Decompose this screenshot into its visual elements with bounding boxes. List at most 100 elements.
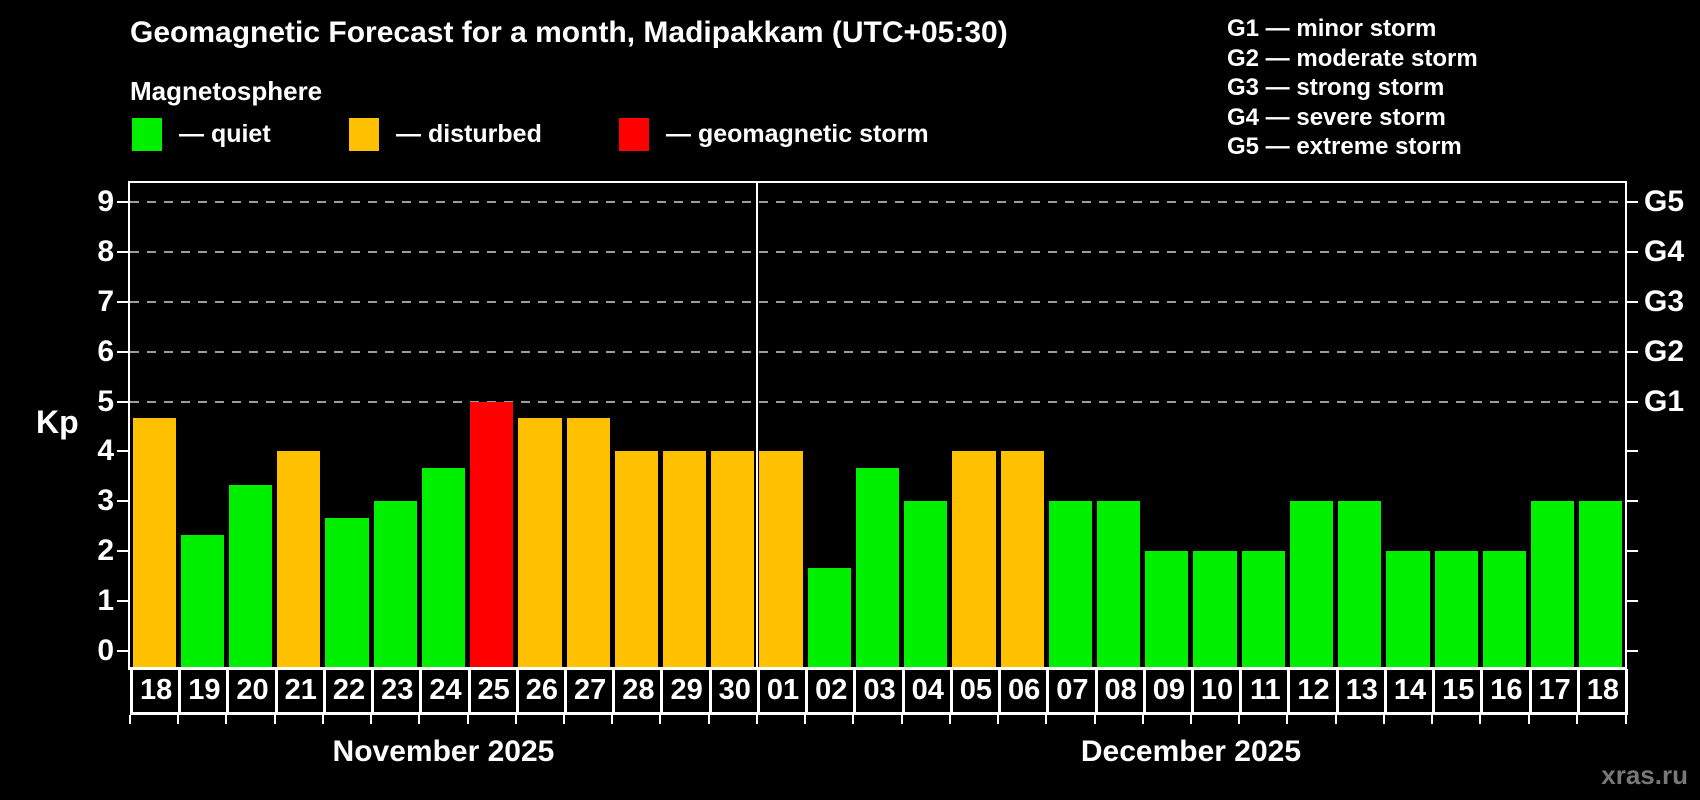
axis-boundary-tick (900, 715, 903, 724)
y-axis-label: 4 (97, 434, 114, 468)
legend-item-disturbed: — disturbed (349, 118, 542, 151)
kp-bar-december-15 (1434, 551, 1478, 669)
right-axis-tick (1627, 400, 1638, 403)
kp-bar-december-12 (1289, 501, 1334, 669)
date-label: 12 (1287, 669, 1337, 715)
date-label: 15 (1432, 669, 1482, 715)
storm-scale-line: G1 — minor storm (1227, 15, 1437, 42)
kp-bar-december-18 (1579, 501, 1623, 669)
y-axis-tick (117, 300, 128, 303)
right-axis-tick (1627, 600, 1638, 603)
date-label: 03 (853, 669, 903, 715)
axis-boundary-tick (466, 715, 469, 724)
legend-label: — quiet (179, 120, 271, 148)
quiet-swatch (132, 118, 162, 151)
storm-scale-line: G3 — strong storm (1227, 74, 1445, 101)
axis-boundary-tick (514, 715, 517, 724)
axis-boundary-tick (611, 715, 614, 724)
g-axis-label: G2 (1644, 334, 1685, 368)
storm-scale-line: G2 — moderate storm (1227, 44, 1478, 72)
date-label: 11 (1239, 669, 1289, 715)
kp-bar-december-13 (1338, 501, 1382, 669)
g-axis-label: G3 (1644, 284, 1685, 318)
axis-boundary-tick (659, 715, 662, 724)
right-axis-tick (1627, 550, 1638, 553)
y-axis-label: 6 (97, 334, 114, 368)
axis-boundary-tick (1093, 715, 1096, 724)
axis-boundary-tick (852, 715, 855, 724)
date-label: 13 (1335, 669, 1385, 715)
kp-bar-november-28 (614, 451, 658, 669)
date-label: 23 (371, 669, 421, 715)
y-axis-label: 8 (97, 234, 114, 268)
y-axis-tick (117, 550, 128, 553)
axis-boundary-tick (1625, 715, 1627, 724)
axis-boundary-tick (1479, 715, 1482, 724)
legend-item-quiet: — quiet (132, 118, 271, 151)
date-label: 02 (805, 669, 855, 715)
axis-boundary-tick (948, 715, 951, 724)
kp-bar-december-16 (1482, 551, 1527, 669)
y-axis-label: 7 (97, 284, 114, 318)
axis-boundary-tick (804, 715, 807, 724)
axis-boundary-tick (1141, 715, 1144, 724)
axis-boundary-tick (1189, 715, 1192, 724)
kp-bar-december-03 (855, 467, 900, 669)
storm-scale-legend: G1 — minor storm G2 — moderate storm G3 — … (1227, 14, 1478, 162)
axis-boundary-tick (997, 715, 1000, 724)
date-label: 18 (130, 669, 180, 715)
month-label: December 2025 (1080, 735, 1302, 768)
watermark: xras.ru (1601, 760, 1688, 790)
legend-label: — disturbed (396, 120, 542, 148)
kp-bar-december-11 (1241, 551, 1285, 669)
month-label: November 2025 (332, 735, 555, 768)
date-label: 30 (708, 669, 758, 715)
kp-bar-november-29 (662, 451, 707, 669)
gridline (130, 400, 1625, 403)
axis-boundary-tick (1527, 715, 1530, 724)
kp-bar-november-18 (132, 418, 176, 669)
axis-boundary-tick (1238, 715, 1241, 724)
g-axis-label: G4 (1644, 234, 1685, 268)
axis-boundary-tick (225, 715, 228, 724)
right-axis-tick (1627, 250, 1638, 253)
date-label: 28 (612, 669, 662, 715)
y-axis-tick (117, 600, 128, 603)
plot-border-top (128, 181, 1627, 183)
date-label: 05 (949, 669, 1000, 715)
kp-bar-november-22 (325, 517, 369, 669)
kp-bar-november-19 (180, 534, 224, 669)
date-label: 09 (1142, 669, 1192, 715)
axis-boundary-tick (129, 715, 131, 724)
kp-bar-november-26 (518, 418, 562, 669)
gridline (130, 250, 1625, 253)
month-separator (755, 183, 758, 669)
right-axis-tick (1627, 200, 1638, 203)
kp-bar-november-27 (566, 418, 610, 669)
right-axis-tick (1627, 500, 1638, 503)
axis-boundary-tick (755, 715, 758, 724)
y-axis-tick (117, 450, 128, 453)
legend-label: — geomagnetic storm (666, 120, 929, 148)
y-axis-label: 0 (97, 634, 114, 667)
date-label: 18 (1576, 669, 1626, 715)
kp-bar-november-25 (470, 401, 514, 669)
axis-boundary-tick (1382, 715, 1385, 724)
y-axis-label: 9 (97, 184, 114, 218)
kp-bar-december-14 (1386, 551, 1430, 669)
kp-bar-december-01 (759, 451, 803, 669)
axis-boundary-tick (1286, 715, 1289, 724)
kp-bar-december-05 (952, 451, 996, 669)
date-label: 06 (998, 669, 1048, 715)
x-axis-baseline (128, 667, 1627, 670)
chart-subtitle: Magnetosphere (130, 76, 323, 106)
y-axis-label: 3 (97, 484, 114, 518)
y-axis-tick (117, 650, 128, 652)
axis-boundary-tick (563, 715, 566, 724)
right-axis-tick (1627, 650, 1638, 652)
date-label: 20 (226, 669, 276, 715)
date-label: 19 (178, 669, 228, 715)
storm-scale-line: G4 — severe storm (1227, 103, 1446, 131)
plot-border-right (1625, 181, 1627, 669)
